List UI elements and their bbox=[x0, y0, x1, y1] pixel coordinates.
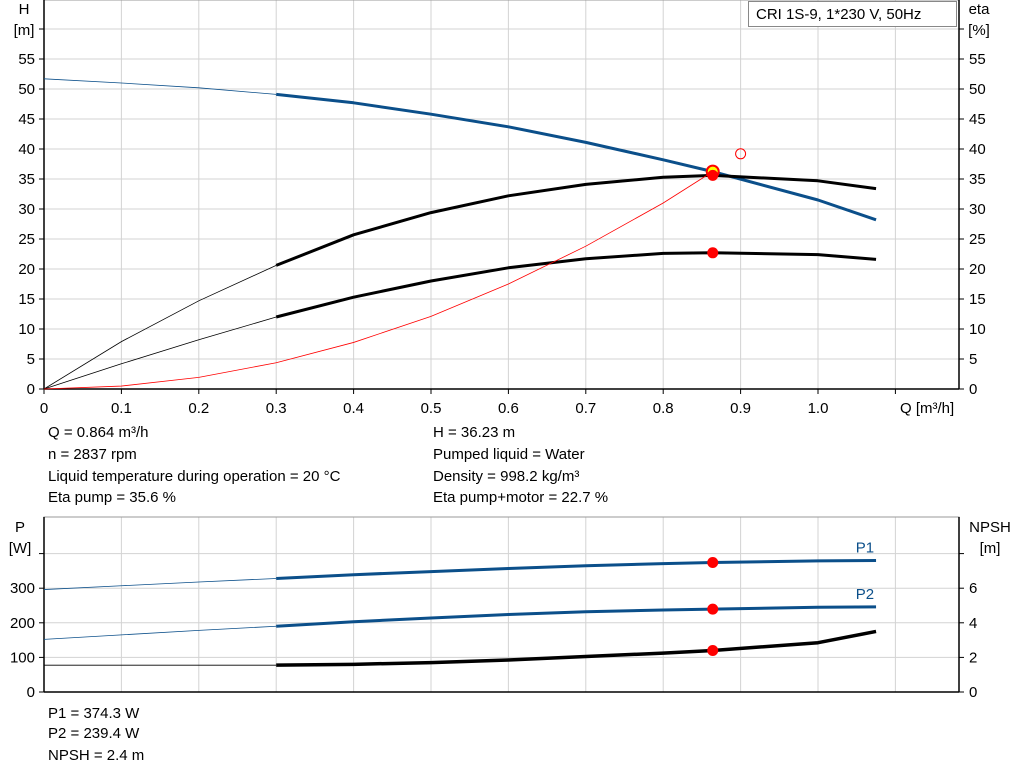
info-temperature: Liquid temperature during operation = 20… bbox=[48, 468, 341, 485]
y-axis-label-left-unit: [W] bbox=[9, 540, 32, 557]
y-tick-label-left: 20 bbox=[18, 261, 35, 278]
system-curve bbox=[43, 171, 713, 390]
x-tick-label: 0.2 bbox=[188, 400, 209, 417]
y-axis-label-left: H bbox=[19, 1, 30, 18]
y-axis-label-right: NPSH bbox=[969, 519, 1011, 536]
info-eta-pump: Eta pump = 35.6 % bbox=[48, 489, 176, 506]
y-tick-label-right: 10 bbox=[969, 321, 986, 338]
y-tick-label-right: 30 bbox=[969, 201, 986, 218]
y-tick-label-right: 25 bbox=[969, 231, 986, 248]
operating-point-p2 bbox=[707, 603, 719, 615]
x-tick-label: 1.0 bbox=[808, 400, 829, 417]
y-tick-label-right: 45 bbox=[969, 111, 986, 128]
y-axis-label-left-unit: [m] bbox=[14, 22, 35, 39]
y-tick-label-right: 55 bbox=[969, 51, 986, 68]
info-p2: P2 = 239.4 W bbox=[48, 725, 140, 742]
p2-curve bbox=[276, 605, 877, 628]
y-axis-label-left: P bbox=[15, 519, 25, 536]
x-tick-label: 0.8 bbox=[653, 400, 674, 417]
operating-point-eta-pump-motor bbox=[707, 247, 719, 259]
p2-curve-thin bbox=[43, 625, 277, 640]
y-tick-label-left: 40 bbox=[18, 141, 35, 158]
y-tick-label-right: 40 bbox=[969, 141, 986, 158]
y-tick-label-right: 15 bbox=[969, 291, 986, 308]
y-tick-label-right: 5 bbox=[969, 351, 977, 368]
y-tick-label-right: 20 bbox=[969, 261, 986, 278]
info-liquid: Pumped liquid = Water bbox=[433, 446, 585, 463]
y-tick-label-left: 35 bbox=[18, 171, 35, 188]
info-q: Q = 0.864 m³/h bbox=[48, 424, 149, 441]
y-tick-label-left: 10 bbox=[18, 321, 35, 338]
y-tick-label-left: 5 bbox=[27, 351, 35, 368]
info-eta-pump-motor: Eta pump+motor = 22.7 % bbox=[433, 489, 609, 506]
x-tick-label: 0.1 bbox=[111, 400, 132, 417]
y-tick-label-right: 6 bbox=[969, 580, 977, 597]
H-curve-thin bbox=[43, 78, 277, 95]
info-p1: P1 = 374.3 W bbox=[48, 705, 140, 722]
eta-pump-motor-curve bbox=[275, 251, 877, 319]
series-label-p2: P2 bbox=[856, 586, 874, 603]
info-head: H = 36.23 m bbox=[433, 424, 516, 441]
y-axis-label-right: eta bbox=[969, 1, 991, 18]
info-density: Density = 998.2 kg/m³ bbox=[433, 468, 580, 485]
y-tick-label-left: 50 bbox=[18, 81, 35, 98]
y-tick-label-left: 0 bbox=[27, 684, 35, 701]
y-tick-label-right: 50 bbox=[969, 81, 986, 98]
H-curve bbox=[276, 92, 877, 222]
x-tick-label: 0.6 bbox=[498, 400, 519, 417]
x-tick-label: 0.7 bbox=[575, 400, 596, 417]
pump-legend-box: CRI 1S-9, 1*230 V, 50Hz bbox=[748, 1, 957, 27]
operating-point-eta-pump bbox=[707, 169, 719, 181]
y-tick-label-left: 100 bbox=[10, 649, 35, 666]
y-tick-label-right: 4 bbox=[969, 615, 977, 632]
x-tick-label: 0.5 bbox=[421, 400, 442, 417]
x-tick-label: 0 bbox=[40, 400, 48, 417]
y-tick-label-right: 0 bbox=[969, 381, 977, 398]
plot-frame-bottom bbox=[43, 516, 960, 693]
eta-pump-curve bbox=[275, 173, 877, 267]
p1-curve bbox=[276, 559, 877, 581]
y-tick-label-left: 30 bbox=[18, 201, 35, 218]
y-tick-label-left: 25 bbox=[18, 231, 35, 248]
x-axis-label: Q [m³/h] bbox=[900, 400, 954, 417]
y-tick-label-right: 35 bbox=[969, 171, 986, 188]
eta-pump-motor-curve-thin bbox=[43, 316, 277, 390]
y-tick-label-left: 55 bbox=[18, 51, 35, 68]
x-tick-label: 0.3 bbox=[266, 400, 287, 417]
eta-pump-curve-thin bbox=[43, 265, 277, 390]
p1-curve-thin bbox=[43, 578, 277, 590]
series-label-p1: P1 bbox=[856, 540, 874, 557]
y-tick-label-left: 300 bbox=[10, 580, 35, 597]
y-tick-label-right: 0 bbox=[969, 684, 977, 701]
x-tick-label: 0.9 bbox=[730, 400, 751, 417]
info-speed: n = 2837 rpm bbox=[48, 446, 137, 463]
y-tick-label-left: 15 bbox=[18, 291, 35, 308]
npsh-curve bbox=[276, 629, 877, 667]
operating-point-npsh bbox=[707, 644, 719, 656]
y-tick-label-left: 200 bbox=[10, 615, 35, 632]
plot-frame bbox=[43, 0, 960, 390]
y-axis-label-right-unit: [%] bbox=[968, 22, 990, 39]
x-tick-label: 0.4 bbox=[343, 400, 364, 417]
y-tick-label-right: 2 bbox=[969, 649, 977, 666]
info-npsh: NPSH = 2.4 m bbox=[48, 747, 145, 764]
y-tick-label-left: 0 bbox=[27, 381, 35, 398]
operating-point-p1 bbox=[707, 556, 719, 568]
y-axis-label-right-unit: [m] bbox=[980, 540, 1001, 557]
y-tick-label-left: 45 bbox=[18, 111, 35, 128]
requested-duty-point bbox=[735, 148, 747, 160]
